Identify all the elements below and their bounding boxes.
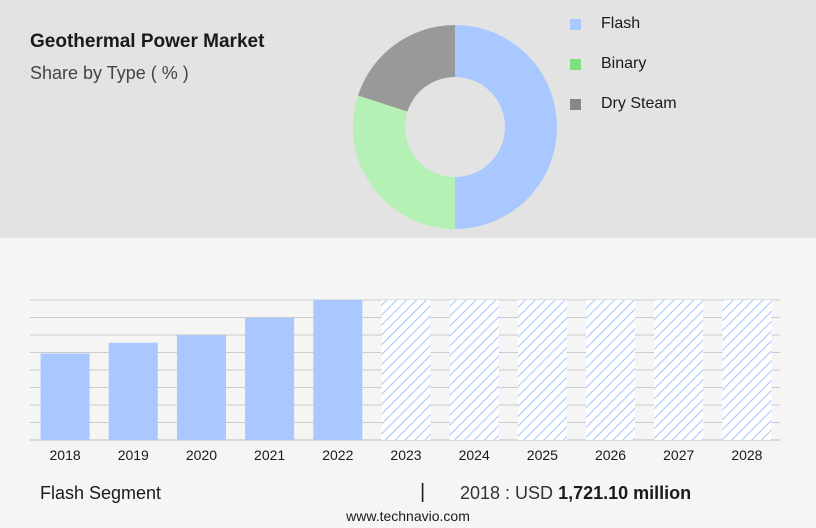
x-tick-label: 2024 (459, 447, 490, 463)
bar-2022 (313, 300, 363, 440)
x-tick-label: 2028 (731, 447, 762, 463)
website-link[interactable]: www.technavio.com (346, 508, 470, 524)
forecast-bar-2025 (517, 300, 567, 440)
bar-2019 (108, 342, 158, 440)
x-tick-label: 2023 (390, 447, 421, 463)
donut-slice-flash (455, 25, 557, 229)
legend-swatch (570, 18, 581, 30)
bar-2020 (176, 335, 226, 440)
x-tick-label: 2018 (50, 447, 81, 463)
legend-item-dry-steam: Dry Steam (570, 92, 770, 116)
footer-segment-label: Flash Segment (40, 483, 162, 503)
legend-item-flash: Flash (570, 12, 770, 36)
forecast-bar-2028 (722, 300, 772, 440)
legend-item-binary: Binary (570, 52, 770, 76)
legend-label: Dry Steam (601, 95, 677, 112)
legend-swatch (570, 58, 581, 70)
bar-chart: 2018 2019 2020 2021 2022 2023 2024 2025 2026 2027… (30, 299, 780, 463)
chart-title: Geothermal Power Market (30, 31, 265, 52)
donut-slice-dry-steam (357, 25, 455, 112)
legend-label: Binary (601, 55, 647, 72)
forecast-bar-2024 (449, 300, 499, 440)
bar-2018 (40, 353, 90, 440)
forecast-bar-2026 (586, 300, 636, 440)
donut-chart (352, 25, 557, 229)
x-tick-label: 2027 (663, 447, 694, 463)
footer-value: 2018 : USD 1,721.10 million (460, 483, 691, 504)
footer-year-label: 2018 : USD (460, 483, 554, 503)
x-tick-label: 2022 (322, 447, 353, 463)
legend-swatch (570, 98, 581, 110)
bar-2021 (245, 317, 295, 440)
forecast-bar-2027 (654, 300, 704, 440)
x-tick-label: 2021 (254, 447, 285, 463)
donut-slice-binary (352, 95, 455, 229)
legend-label: Flash (601, 15, 641, 32)
x-tick-label: 2025 (527, 447, 558, 463)
chart-subtitle: Share by Type ( % ) (30, 63, 189, 83)
x-tick-label: 2019 (118, 447, 149, 463)
x-tick-label: 2020 (186, 447, 217, 463)
footer-amount: 1,721.10 million (558, 483, 692, 503)
forecast-bar-2023 (381, 300, 431, 440)
x-tick-label: 2026 (595, 447, 626, 463)
footer-divider: | (420, 481, 426, 503)
